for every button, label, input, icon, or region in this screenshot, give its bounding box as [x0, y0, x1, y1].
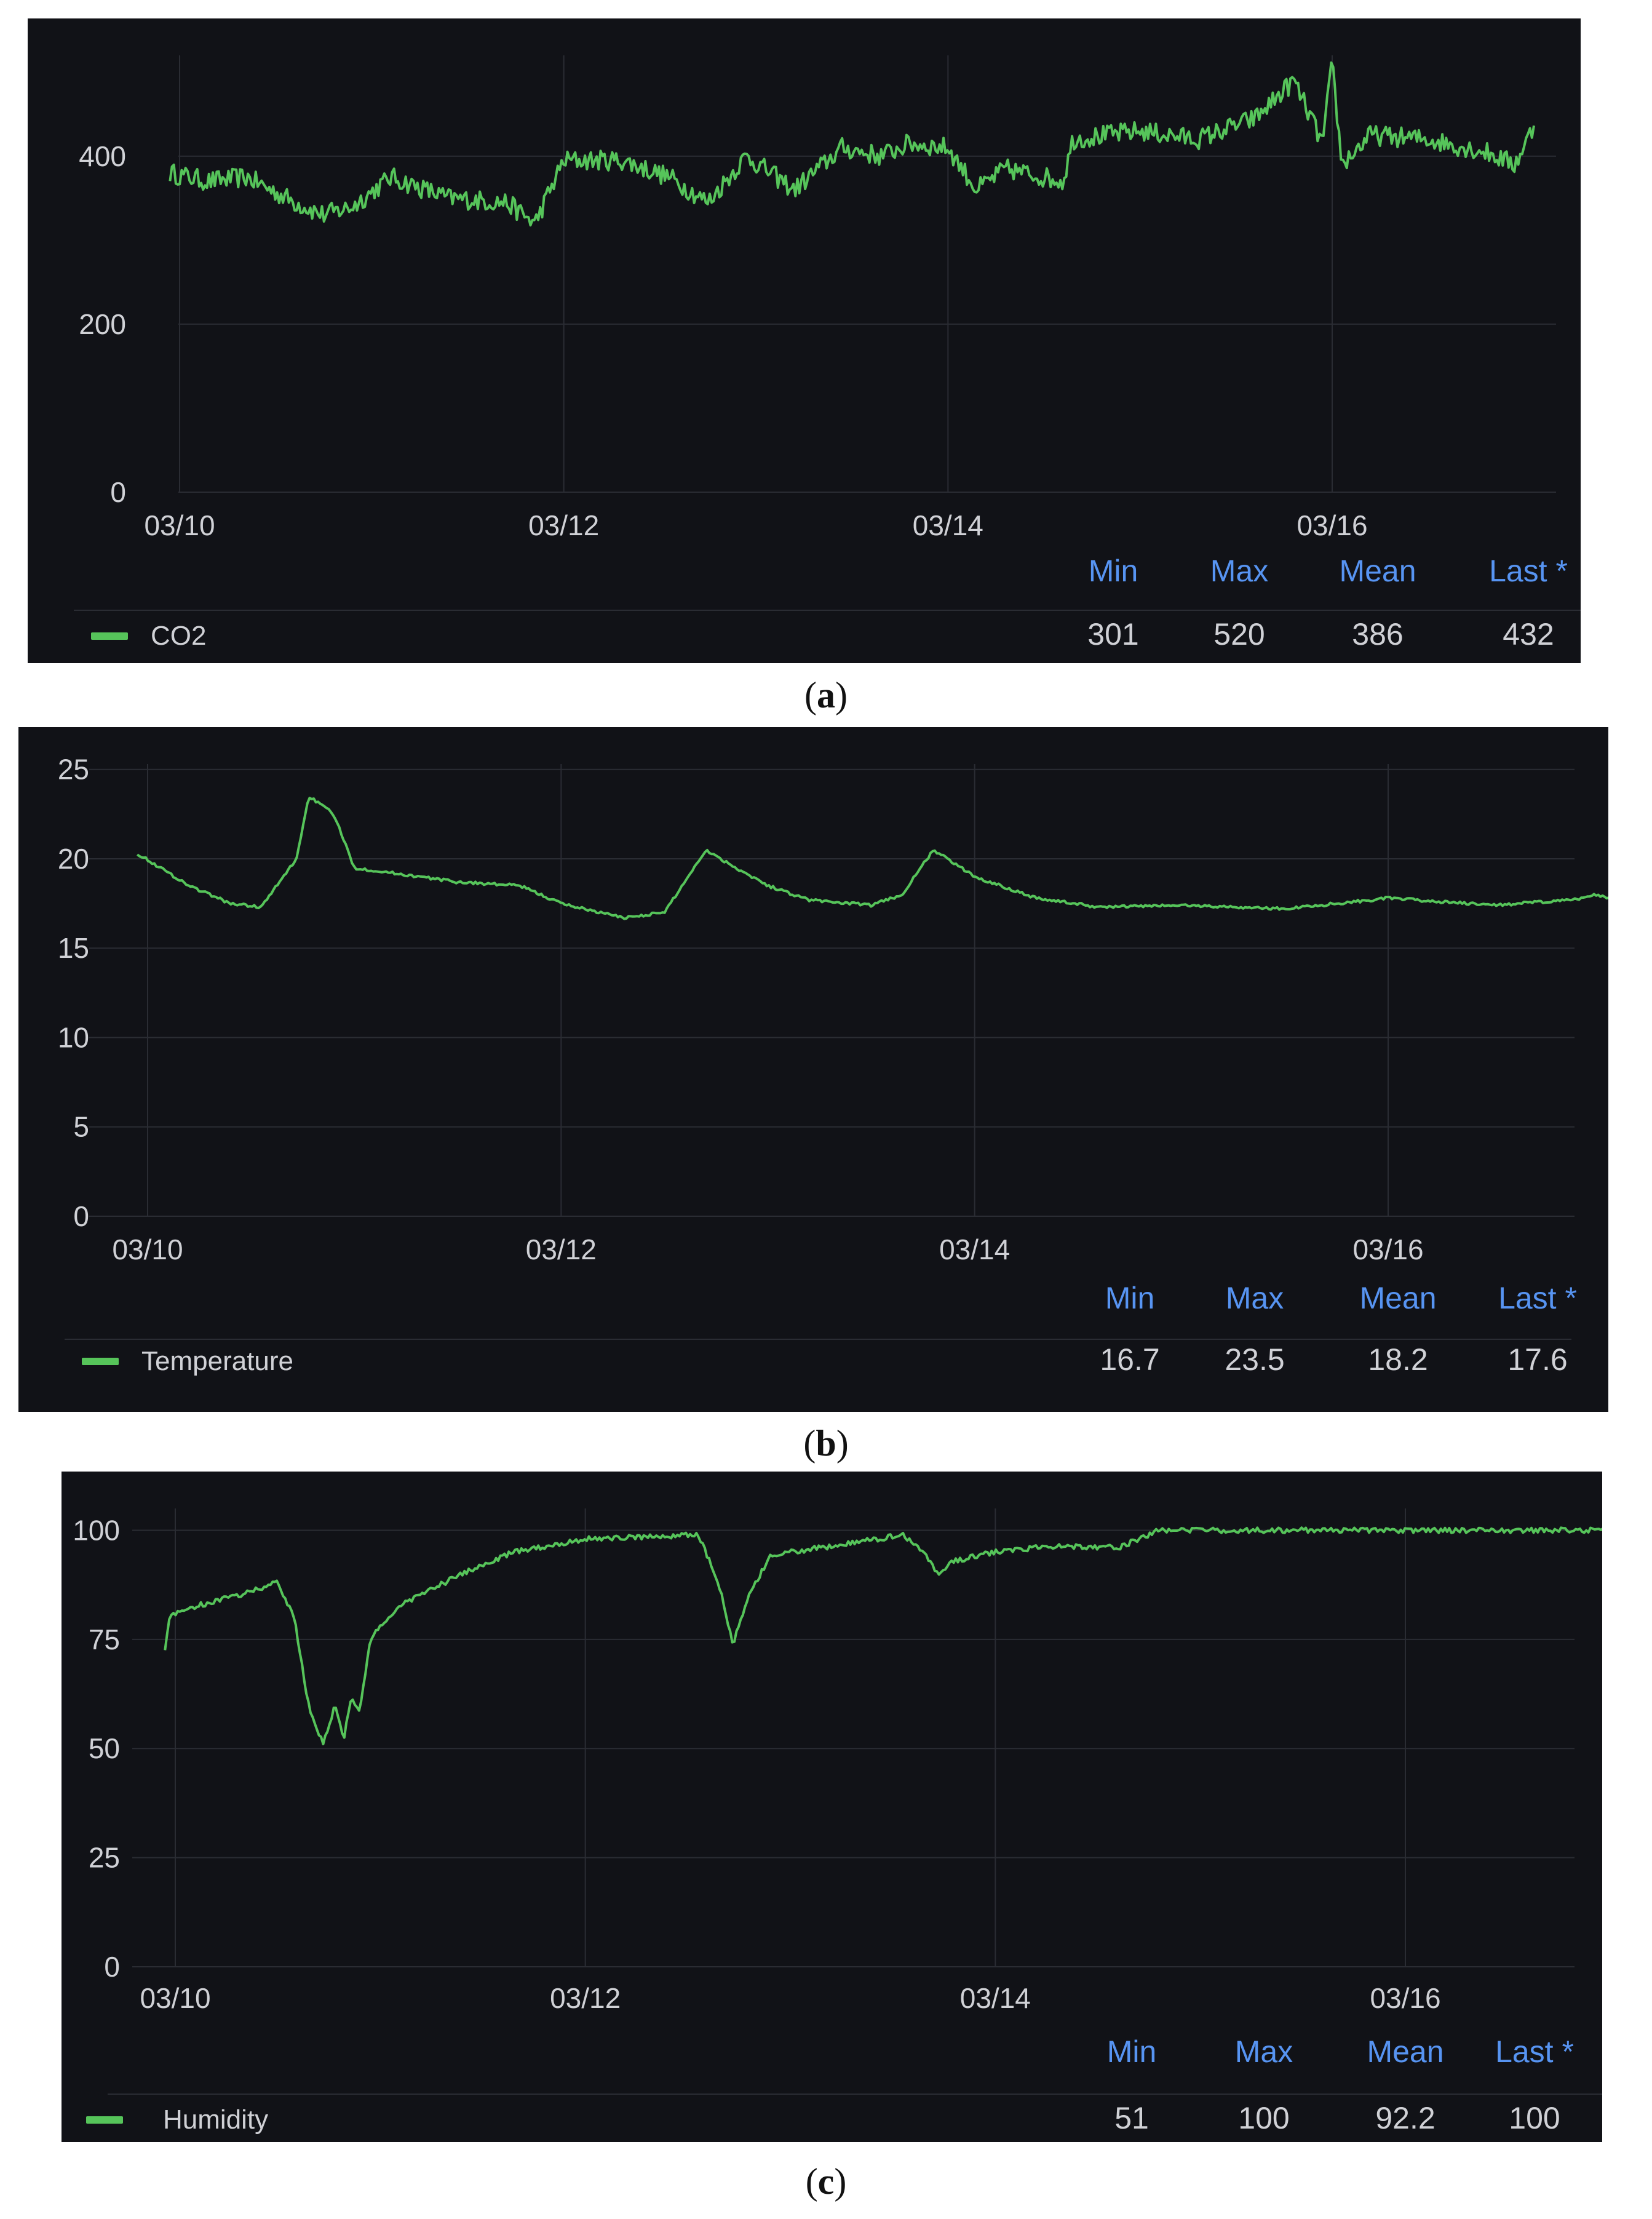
stat-value-max: 520: [1213, 617, 1265, 651]
y-tick-label: 5: [73, 1111, 89, 1143]
x-tick-label: 03/16: [1370, 1982, 1440, 2014]
x-tick-label: 03/10: [140, 1982, 210, 2014]
stat-value-last: 432: [1503, 617, 1554, 651]
stat-header-last: Last *: [1495, 2034, 1574, 2069]
series-line-co2: [169, 61, 1535, 227]
x-tick-label: 03/16: [1297, 509, 1367, 541]
stat-header-mean: Mean: [1367, 2034, 1444, 2069]
stat-value-max: 100: [1238, 2101, 1289, 2135]
stat-value-mean: 18.2: [1368, 1342, 1428, 1377]
x-tick-label: 03/10: [112, 1233, 183, 1265]
stat-value-last: 17.6: [1507, 1342, 1567, 1377]
stat-value-mean: 386: [1352, 617, 1403, 651]
co2-chart-svg: 0 200 400 03/10 03/12 03/14 03/16 Min Max Mean Las…: [74, 55, 1581, 651]
temperature-chart-panel: 0 5 10 15 20 25 03/10 03/12 03/14 03/16 Min Max Mean…: [18, 727, 1608, 1412]
series-line-temperature: [137, 797, 1608, 920]
y-tick-label: 100: [73, 1514, 120, 1546]
stat-header-max: Max: [1210, 554, 1268, 588]
x-tick-label: 03/16: [1352, 1233, 1423, 1265]
x-tick-label: 03/12: [526, 1233, 597, 1265]
y-tick-label: 0: [110, 476, 126, 508]
x-tick-label: 03/14: [960, 1982, 1031, 2014]
y-tick-label: 200: [79, 308, 126, 340]
humidity-chart-svg: 0 25 50 75 100 03/10 03/12 03/14 03/16 Min Max Mean…: [73, 1508, 1602, 2135]
legend-swatch: [86, 2116, 123, 2124]
caption-b: (b): [803, 1423, 849, 1464]
x-tick-label: 03/12: [550, 1982, 621, 2014]
x-tick-label: 03/14: [939, 1233, 1010, 1265]
stat-header-last: Last *: [1498, 1281, 1577, 1315]
stat-value-min: 51: [1114, 2101, 1149, 2135]
y-tick-label: 10: [58, 1021, 89, 1053]
caption-a: (a): [804, 675, 848, 715]
x-tick-label: 03/12: [528, 509, 599, 541]
y-tick-label: 15: [58, 932, 89, 964]
series-line-humidity: [164, 1526, 1602, 1745]
y-tick-label: 25: [89, 1842, 120, 1874]
y-tick-label: 0: [104, 1951, 120, 1983]
caption-c: (c): [805, 2161, 847, 2202]
legend-series-name: Humidity: [163, 2105, 268, 2135]
stat-value-mean: 92.2: [1375, 2101, 1435, 2135]
x-tick-label: 03/14: [913, 509, 983, 541]
legend-swatch: [82, 1358, 119, 1365]
stat-header-last: Last *: [1489, 554, 1568, 588]
humidity-chart-panel: 0 25 50 75 100 03/10 03/12 03/14 03/16 Min Max Mean…: [62, 1472, 1602, 2142]
y-tick-label: 25: [58, 754, 89, 786]
stat-value-min: 301: [1087, 617, 1138, 651]
stat-header-max: Max: [1226, 1281, 1284, 1315]
co2-chart-panel: 0 200 400 03/10 03/12 03/14 03/16 Min Max Mean Las…: [28, 18, 1581, 663]
x-tick-label: 03/10: [144, 509, 215, 541]
y-tick-label: 20: [58, 843, 89, 875]
stat-header-mean: Mean: [1339, 554, 1416, 588]
stat-value-min: 16.7: [1100, 1342, 1159, 1377]
stat-header-min: Min: [1089, 554, 1138, 588]
stat-value-max: 23.5: [1225, 1342, 1284, 1377]
stat-header-mean: Mean: [1359, 1281, 1436, 1315]
y-tick-label: 50: [89, 1732, 120, 1764]
legend-series-name: CO2: [151, 621, 206, 651]
stat-header-min: Min: [1107, 2034, 1157, 2069]
legend-swatch: [91, 632, 128, 640]
temperature-chart-svg: 0 5 10 15 20 25 03/10 03/12 03/14 03/16 Min Max Mean…: [58, 754, 1608, 1377]
stat-header-min: Min: [1105, 1281, 1155, 1315]
stat-header-max: Max: [1235, 2034, 1293, 2069]
y-tick-label: 0: [73, 1200, 89, 1232]
legend-series-name: Temperature: [141, 1346, 293, 1376]
y-tick-label: 75: [89, 1623, 120, 1655]
stat-value-last: 100: [1509, 2101, 1560, 2135]
y-tick-label: 400: [79, 140, 126, 172]
